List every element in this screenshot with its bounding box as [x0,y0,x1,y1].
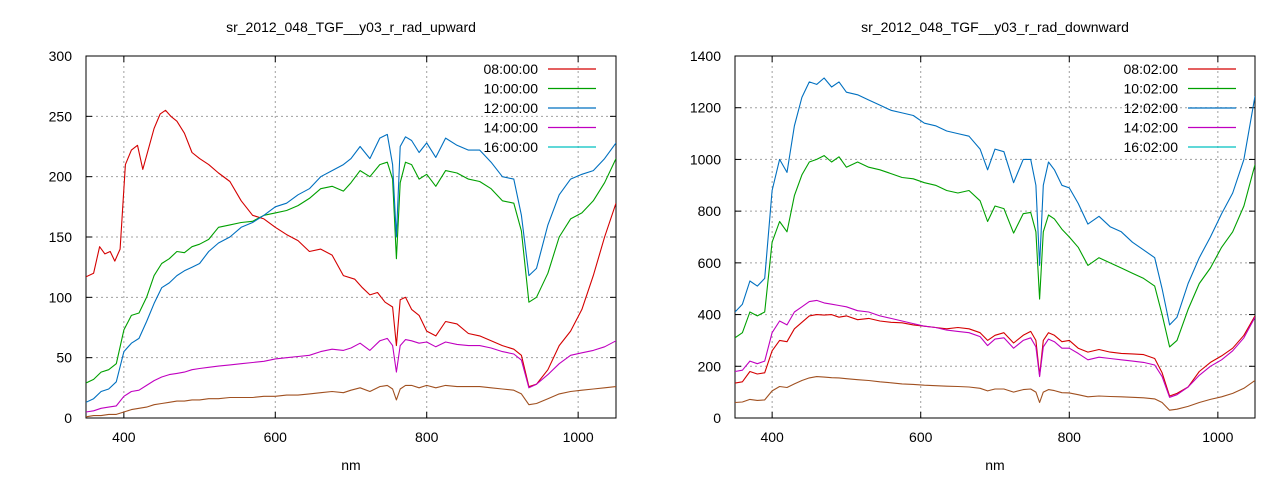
series-line-120000 [86,133,616,403]
series-line-120200 [735,77,1255,326]
x-tick-label: 400 [760,429,784,445]
legend-label: 16:02:00 [1124,139,1179,155]
series-line-100200 [735,155,1255,348]
y-tick-label: 0 [713,410,721,426]
legend-label: 10:02:00 [1124,81,1179,97]
legend-label: 12:02:00 [1124,100,1179,116]
y-tick-label: 50 [56,350,72,366]
y-tick-label: 300 [49,48,73,64]
y-tick-label: 1200 [690,100,721,116]
x-axis-label: nm [985,457,1004,473]
legend-label: 16:00:00 [484,139,539,155]
chart-title: sr_2012_048_TGF__y03_r_rad_upward [226,19,476,35]
y-tick-label: 100 [49,289,73,305]
legend-label: 14:02:00 [1124,120,1179,136]
series-line-unlabeled [86,384,616,418]
downward-chart: 400 600 800 1000 0 200 400 600 800 1000 1200 1400 sr… [690,19,1256,473]
y-tick-label: 150 [49,229,73,245]
y-tick-label: 400 [698,307,722,323]
x-tick-label: 600 [909,429,933,445]
upward-chart: 400 600 800 1000 0 50 100 150 200 250 300 sr_2012_0… [49,19,617,473]
x-tick-label: 1000 [1202,429,1233,445]
legend-label: 14:00:00 [484,120,539,136]
y-tick-label: 800 [698,203,722,219]
series-line-140000 [86,337,616,413]
y-tick-label: 1000 [690,151,721,167]
x-tick-label: 800 [1058,429,1082,445]
y-tick-label: 0 [64,410,72,426]
chart-title: sr_2012_048_TGF__y03_r_rad_downward [861,19,1129,35]
plot-frame [734,55,1256,419]
series-line-unlabeled [735,376,1255,411]
x-tick-label: 1000 [563,429,594,445]
series-line-100000 [86,158,616,384]
y-tick-label: 1400 [690,48,721,64]
series-line-140200 [735,299,1255,398]
x-tick-label: 600 [264,429,288,445]
series-group [735,77,1255,411]
y-tick-label: 200 [698,358,722,374]
y-tick-label: 600 [698,255,722,271]
legend-label: 12:00:00 [484,100,539,116]
series-line-080000 [86,109,616,388]
x-axis-label: nm [341,457,360,473]
series-group [86,109,616,418]
legend-label: 08:02:00 [1124,61,1179,77]
y-tick-label: 250 [49,108,73,124]
x-tick-label: 400 [112,429,136,445]
x-tick-label: 800 [415,429,439,445]
series-line-080200 [735,314,1255,397]
legend-label: 10:00:00 [484,81,539,97]
y-tick-label: 200 [49,169,73,185]
legend-label: 08:00:00 [484,61,539,77]
